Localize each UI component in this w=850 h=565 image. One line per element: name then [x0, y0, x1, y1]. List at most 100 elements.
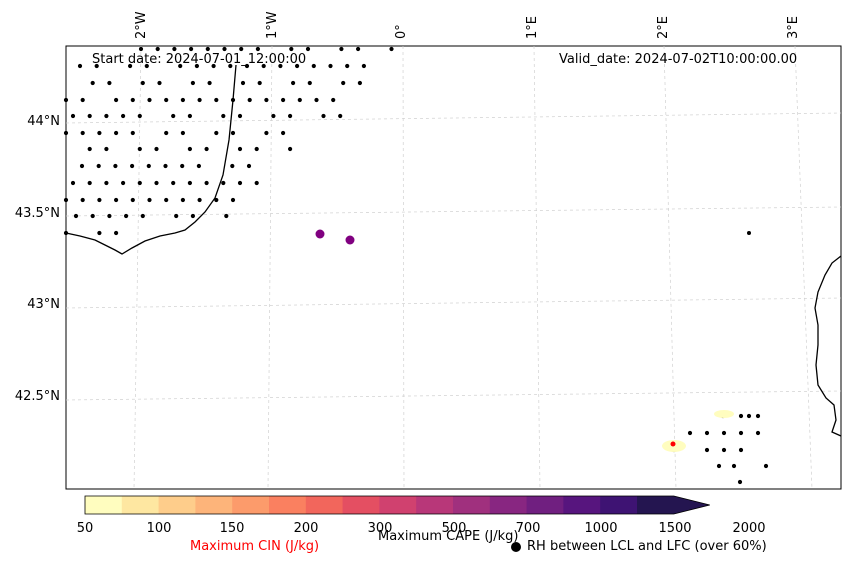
colorbar-segment — [305, 496, 344, 514]
rh-dot — [130, 163, 135, 169]
rh-dot — [147, 197, 152, 203]
rh-dot — [704, 430, 710, 436]
colorbar-segment — [600, 496, 638, 514]
lon-label: 2°W — [134, 11, 149, 39]
rh-dot — [104, 113, 109, 119]
lon-gridline — [133, 45, 142, 490]
lon-label: 0° — [394, 24, 409, 39]
coastline — [65, 64, 842, 437]
valid-date: Valid_date: 2024-07-02T10:00:00.00 — [559, 52, 798, 67]
rh-dot — [137, 113, 142, 119]
rh-dot — [80, 130, 85, 136]
cbar-tick: 2000 — [732, 521, 766, 536]
rh-dot — [254, 146, 259, 152]
cbar-tick: 50 — [76, 521, 94, 536]
lat-gridline — [65, 390, 842, 401]
colorbar-segment — [563, 496, 601, 514]
rh-dot — [130, 97, 135, 103]
rh-dot — [80, 97, 85, 103]
rh-dot — [196, 163, 201, 169]
rh-dot — [271, 113, 276, 119]
cbar-tick: 700 — [515, 521, 541, 536]
rh-dot — [190, 213, 195, 219]
rh-dot — [180, 197, 185, 203]
colorbar — [84, 495, 710, 515]
lon-gridline — [402, 45, 405, 490]
rh-dot — [281, 97, 286, 103]
colorbar-segment — [379, 496, 417, 514]
map-frame — [65, 45, 842, 490]
rh-dot — [214, 97, 219, 103]
rh-dot — [63, 230, 69, 236]
rh-dot — [721, 447, 727, 453]
rh-dot — [704, 447, 710, 453]
rh-dot — [738, 447, 744, 453]
colorbar-segment — [526, 496, 564, 514]
colorbar-segment — [453, 496, 491, 514]
rh-dot — [164, 197, 169, 203]
rh-dot — [281, 130, 286, 136]
rh-dot — [137, 146, 142, 152]
rh-dot — [314, 97, 319, 103]
rh-dot — [128, 63, 133, 69]
rh-dot — [214, 130, 219, 136]
lat-label: 43°N — [27, 297, 60, 312]
lon-label: 1°E — [525, 16, 540, 39]
rh-dot — [171, 113, 176, 119]
rh-dot — [187, 180, 192, 186]
rh-dot — [746, 413, 752, 419]
rh-dot — [257, 80, 262, 86]
rh-dot — [114, 97, 119, 103]
rh-dot — [197, 97, 202, 103]
rh-dot — [140, 80, 145, 86]
rh-dot — [63, 130, 69, 136]
rh-dot — [237, 180, 243, 186]
rh-dot — [230, 130, 236, 136]
rh-dot — [291, 80, 296, 86]
rh-dot — [154, 146, 159, 152]
rh-dot — [90, 213, 95, 219]
lat-gridline — [65, 206, 842, 217]
cin-caption: Maximum CIN (J/kg) — [190, 539, 320, 554]
rh-dot — [94, 63, 99, 69]
rh-dot — [90, 80, 95, 86]
cape-caption: Maximum CAPE (J/kg) — [378, 529, 519, 544]
rh-dot — [97, 130, 102, 136]
lat-gridline — [65, 297, 842, 309]
rh-dot — [278, 63, 283, 69]
rh-dot — [755, 430, 761, 436]
rh-dot — [687, 430, 693, 436]
rh-dot — [63, 197, 69, 203]
rh-dot — [288, 113, 293, 119]
rh-dot — [70, 180, 76, 186]
rh-dot — [230, 97, 236, 103]
rh-dot — [338, 113, 343, 119]
rh-dot — [155, 46, 160, 52]
cape-marker — [345, 235, 355, 245]
rh-dot — [345, 63, 350, 69]
rh-dot — [297, 97, 302, 103]
rh-dot — [79, 163, 85, 169]
rh-dot — [157, 80, 162, 86]
rh-dot — [389, 46, 394, 52]
lat-label: 42.5°N — [14, 389, 60, 404]
rh-dot — [178, 63, 183, 69]
rh-dot — [121, 113, 126, 119]
rh-dot — [211, 63, 216, 69]
rh-legend-dot — [511, 542, 521, 552]
cbar-tick: 200 — [293, 521, 319, 536]
rh-dot — [187, 146, 192, 152]
lon-gridline — [663, 45, 677, 490]
rh-dot — [130, 197, 135, 203]
rh-dot — [197, 197, 202, 203]
rh-dot — [264, 97, 269, 103]
rh-dot — [80, 197, 85, 203]
rh-dot — [721, 430, 727, 436]
rh-dot — [224, 213, 229, 219]
colorbar-segment — [195, 496, 233, 514]
colorbar-segment — [269, 496, 307, 514]
rh-dot — [189, 46, 194, 52]
rh-dot — [121, 180, 126, 186]
rh-dot — [331, 97, 336, 103]
